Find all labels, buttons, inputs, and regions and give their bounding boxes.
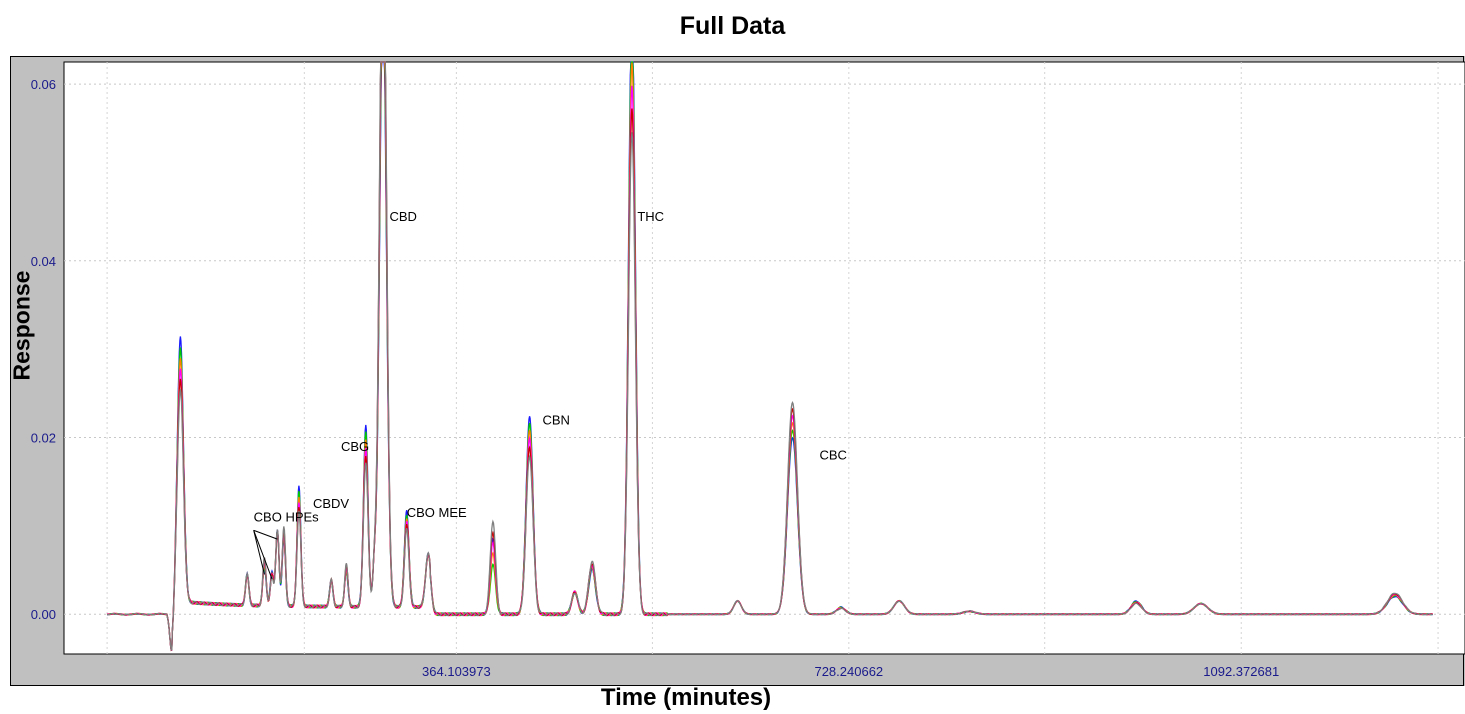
peak-annotation: CBN	[542, 412, 569, 427]
annotation-leader	[253, 530, 273, 580]
peak-annotation: CBD	[389, 209, 416, 224]
grid-lines	[64, 62, 1465, 654]
y-axis-label: Response	[8, 270, 35, 381]
annotation-leaders	[253, 529, 278, 580]
plot-area	[63, 61, 1465, 655]
x-tick-label: 1092.372681	[1203, 664, 1279, 679]
y-tick-label: 0.00	[31, 607, 56, 622]
peak-annotation: CBG	[341, 439, 369, 454]
peak-annotation: THC	[637, 209, 664, 224]
x-tick-labels: 364.103973 728.240662 1092.372681	[422, 664, 1279, 679]
y-tick-label: 0.02	[31, 431, 56, 446]
x-tick-label: 728.240662	[814, 664, 883, 679]
chart-title: Full Data	[679, 12, 786, 40]
annotation-leader	[253, 530, 265, 575]
series-line	[106, 61, 1433, 651]
annotation-leader	[253, 529, 278, 540]
y-tick-label: 0.06	[31, 77, 56, 92]
series-group	[106, 61, 1433, 652]
y-tick-labels: 0.00 0.02 0.04 0.06	[31, 77, 56, 622]
x-axis-label: Time (minutes)	[600, 684, 772, 711]
peak-annotation: CBDV	[313, 496, 349, 511]
x-tick-label: 364.103973	[422, 664, 491, 679]
y-tick-label: 0.04	[31, 254, 56, 269]
peak-annotation: CBO HPEs	[254, 509, 320, 524]
peak-annotation: CBC	[819, 448, 846, 463]
peak-annotation: CBO MEE	[407, 505, 467, 520]
